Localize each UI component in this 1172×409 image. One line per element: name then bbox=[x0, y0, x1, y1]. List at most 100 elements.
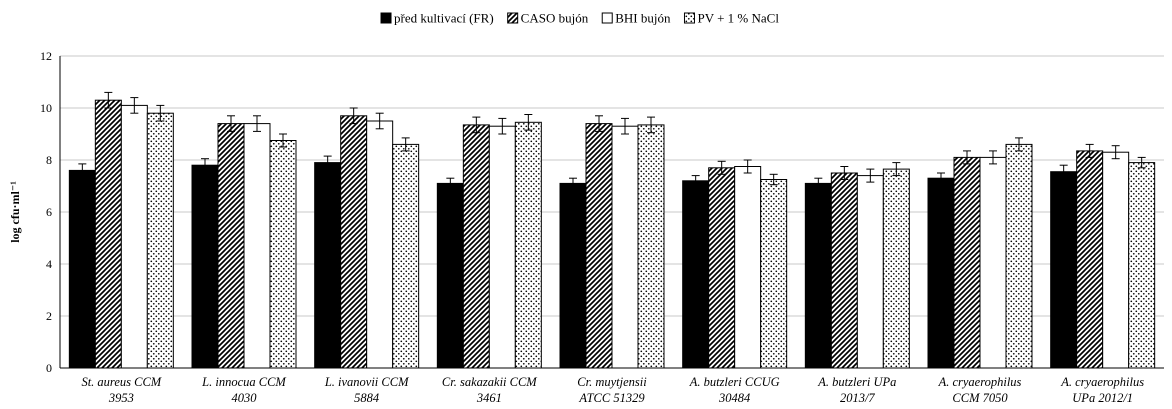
x-tick-label: 4030 bbox=[232, 391, 258, 405]
bar bbox=[830, 172, 858, 369]
x-tick-label: A. cryaerophilus bbox=[1060, 375, 1144, 389]
error-bar bbox=[130, 97, 139, 114]
bar bbox=[243, 123, 271, 369]
y-axis-title: log cfu·ml⁻¹ bbox=[8, 181, 22, 243]
legend-label: PV + 1 % NaCl bbox=[697, 11, 779, 26]
error-bar bbox=[201, 158, 209, 173]
error-bar bbox=[227, 115, 235, 132]
bar bbox=[856, 175, 884, 369]
error-bar bbox=[892, 162, 901, 177]
x-tick-label: 3461 bbox=[476, 391, 502, 405]
error-bar bbox=[279, 133, 287, 148]
x-tick-label: L. ivanovii CCM bbox=[324, 375, 409, 389]
error-bar bbox=[524, 114, 533, 131]
legend-label: před kultivací (FR) bbox=[394, 11, 494, 26]
bar bbox=[436, 182, 464, 369]
bar bbox=[217, 123, 245, 369]
bar bbox=[146, 112, 174, 369]
error-bar bbox=[621, 117, 629, 135]
legend-label: BHI bujón bbox=[615, 11, 671, 26]
legend-swatch bbox=[601, 12, 613, 24]
bar bbox=[1050, 171, 1078, 369]
x-tick-label: A. butzleri UPa bbox=[817, 375, 896, 389]
bar bbox=[734, 166, 762, 369]
legend-swatch bbox=[507, 12, 519, 24]
error-bar bbox=[647, 116, 655, 134]
bar bbox=[191, 164, 219, 369]
error-bar bbox=[401, 137, 410, 152]
error-bar bbox=[375, 112, 384, 130]
bar bbox=[611, 125, 639, 369]
bar bbox=[120, 104, 148, 369]
error-bar bbox=[769, 173, 778, 186]
bar bbox=[1128, 162, 1156, 369]
x-tick-label: 5884 bbox=[354, 391, 379, 405]
x-tick-label: Cr. muytjensii bbox=[577, 375, 647, 389]
error-bar bbox=[349, 107, 358, 125]
error-bar bbox=[937, 172, 945, 184]
legend-label: CASO bujón bbox=[521, 11, 589, 26]
x-tick-label: ATCC 51329 bbox=[578, 391, 645, 405]
legend: před kultivací (FR) CASO bujón BHI bujón PV… bbox=[380, 11, 779, 26]
bar bbox=[1076, 150, 1104, 369]
error-bar bbox=[1111, 145, 1120, 160]
category-labels: St. aureus CCM 3953 L. innocua CCM 4030 L. i… bbox=[81, 375, 1144, 405]
x-tick-label: 30484 bbox=[718, 391, 750, 405]
y-tick-label: 2 bbox=[46, 309, 52, 323]
bar bbox=[1005, 143, 1033, 369]
bar bbox=[708, 167, 736, 369]
error-bar bbox=[1015, 137, 1023, 152]
y-tick-label: 8 bbox=[46, 153, 52, 167]
bar bbox=[927, 177, 955, 369]
bars bbox=[68, 91, 1156, 369]
error-bar bbox=[1137, 156, 1146, 169]
legend-item: před kultivací (FR) bbox=[380, 11, 494, 26]
error-bar bbox=[989, 150, 997, 165]
bar bbox=[269, 140, 297, 369]
x-tick-label: Cr. sakazakii CCM bbox=[442, 375, 537, 389]
error-bar bbox=[78, 163, 87, 178]
bar bbox=[68, 169, 96, 369]
error-bar bbox=[963, 150, 971, 165]
bar bbox=[366, 120, 394, 369]
y-tick-label: 12 bbox=[40, 49, 52, 63]
bar bbox=[882, 168, 910, 369]
legend-item: PV + 1 % NaCl bbox=[683, 11, 779, 26]
error-bar bbox=[446, 177, 455, 190]
y-tick-label: 0 bbox=[46, 361, 52, 375]
error-bar bbox=[498, 117, 507, 135]
bar bbox=[340, 115, 368, 369]
bar bbox=[314, 162, 342, 369]
bar bbox=[488, 125, 516, 369]
bar bbox=[392, 143, 420, 369]
bar bbox=[637, 124, 665, 369]
error-bar bbox=[814, 177, 823, 190]
bar bbox=[953, 156, 981, 369]
x-tick-label: UPa 2012/1 bbox=[1072, 391, 1133, 405]
bar bbox=[682, 180, 710, 369]
error-bar bbox=[595, 115, 603, 132]
bar bbox=[1102, 151, 1130, 369]
error-bar bbox=[253, 115, 261, 132]
y-tick-label: 6 bbox=[46, 205, 52, 219]
bar bbox=[979, 156, 1007, 369]
error-bar bbox=[1085, 143, 1094, 158]
bar bbox=[559, 182, 587, 369]
x-tick-label: L. innocua CCM bbox=[201, 375, 286, 389]
error-bar bbox=[472, 116, 481, 134]
bar bbox=[462, 124, 490, 369]
bar bbox=[760, 179, 788, 369]
bar bbox=[804, 182, 832, 369]
error-bar bbox=[717, 160, 726, 175]
x-tick-label: 2013/7 bbox=[840, 391, 875, 405]
x-tick-label: CCM 7050 bbox=[952, 391, 1008, 405]
bar bbox=[514, 121, 542, 369]
error-bar bbox=[1059, 164, 1068, 179]
error-bar bbox=[156, 104, 165, 122]
error-bar bbox=[104, 91, 113, 109]
error-bar bbox=[840, 166, 849, 180]
legend-item: CASO bujón bbox=[507, 11, 589, 26]
legend-swatch bbox=[683, 12, 695, 24]
error-bar bbox=[691, 175, 700, 187]
